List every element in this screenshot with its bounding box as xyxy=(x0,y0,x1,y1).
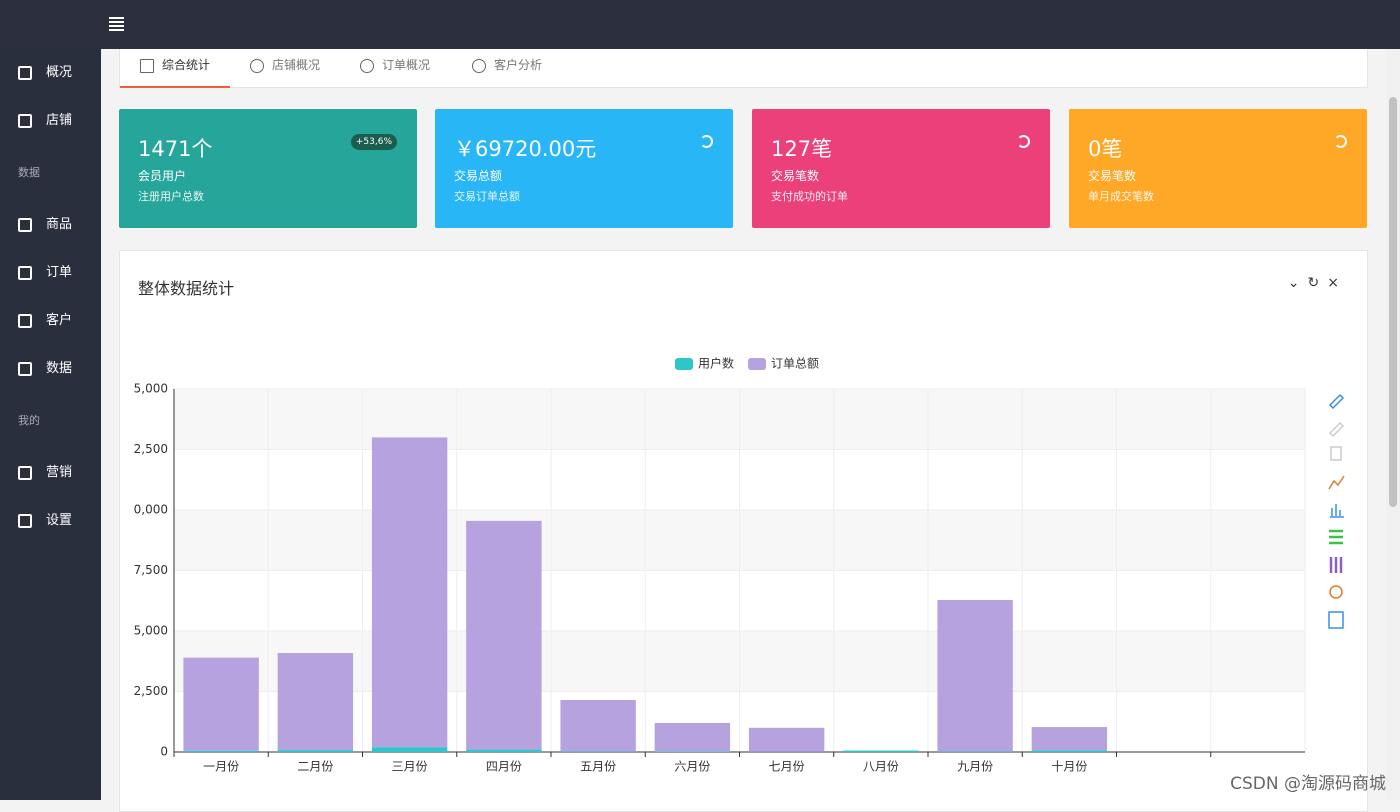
sidebar-item[interactable]: 客户 xyxy=(0,297,101,345)
panel: 整体数据统计 ⌄↻× xyxy=(119,250,1368,812)
sidebar: 概况店铺数据商品订单客户数据我的营销设置 xyxy=(0,49,101,800)
sidebar-section: 数据 xyxy=(0,145,101,201)
card-desc: 注册用户总数 xyxy=(138,188,204,204)
stat-card: 0笔交易笔数单月成交笔数 xyxy=(1069,109,1367,228)
refresh-icon[interactable] xyxy=(1017,135,1030,148)
tab[interactable]: 综合统计 xyxy=(162,49,210,87)
icon xyxy=(18,218,32,232)
sidebar-item[interactable]: 数据 xyxy=(0,345,101,393)
card-desc: 交易订单总额 xyxy=(454,188,520,204)
icon xyxy=(18,266,32,280)
sidebar-item[interactable]: 概况 xyxy=(0,49,101,97)
panel-tools[interactable]: ⌄↻× xyxy=(1288,275,1347,291)
card-badge: +53,6% xyxy=(351,134,397,150)
tab[interactable]: 客户分析 xyxy=(494,49,542,87)
sidebar-item[interactable]: 订单 xyxy=(0,249,101,297)
card-value: ￥69720.00元 xyxy=(454,133,596,163)
card-value: 1471个 xyxy=(138,133,212,163)
icon xyxy=(18,66,32,80)
scrollbar[interactable] xyxy=(1386,49,1400,800)
sidebar-item[interactable]: 设置 xyxy=(0,497,101,545)
stat-card: 127笔交易笔数支付成功的订单 xyxy=(752,109,1050,228)
sidebar-section: 我的 xyxy=(0,393,101,449)
sidebar-item[interactable]: 商品 xyxy=(0,201,101,249)
stat-card: 1471个会员用户注册用户总数 +53,6% xyxy=(119,109,417,228)
card-value: 0笔 xyxy=(1088,133,1122,163)
scroll-thumb[interactable] xyxy=(1389,97,1397,507)
tab-icon xyxy=(360,59,374,73)
watermark: CSDN @淘源码商城 xyxy=(1230,769,1386,794)
card-value: 127笔 xyxy=(771,133,832,163)
card-title: 会员用户 xyxy=(138,167,186,184)
sidebar-item[interactable]: 营销 xyxy=(0,449,101,497)
tab-icon xyxy=(250,59,264,73)
icon xyxy=(18,466,32,480)
tab-bar: 综合统计 店铺概况 订单概况 客户分析 xyxy=(119,49,1368,88)
icon xyxy=(18,114,32,128)
card-desc: 支付成功的订单 xyxy=(771,188,848,204)
refresh-icon[interactable] xyxy=(700,135,713,148)
card-title: 交易笔数 xyxy=(771,167,819,184)
stat-card: ￥69720.00元交易总额交易订单总额 xyxy=(435,109,733,228)
card-title: 交易笔数 xyxy=(1088,167,1136,184)
tab[interactable]: 店铺概况 xyxy=(272,49,320,87)
menu-toggle[interactable] xyxy=(108,15,128,35)
topbar xyxy=(0,0,1400,49)
refresh-icon[interactable] xyxy=(1334,135,1347,148)
tab-icon xyxy=(140,59,154,73)
tab-underline xyxy=(120,86,230,88)
icon xyxy=(18,314,32,328)
tab[interactable]: 订单概况 xyxy=(382,49,430,87)
card-title: 交易总额 xyxy=(454,167,502,184)
icon xyxy=(18,362,32,376)
icon xyxy=(18,514,32,528)
panel-title: 整体数据统计 xyxy=(138,275,234,299)
sidebar-item[interactable]: 店铺 xyxy=(0,97,101,145)
card-desc: 单月成交笔数 xyxy=(1088,188,1154,204)
tab-icon xyxy=(472,59,486,73)
